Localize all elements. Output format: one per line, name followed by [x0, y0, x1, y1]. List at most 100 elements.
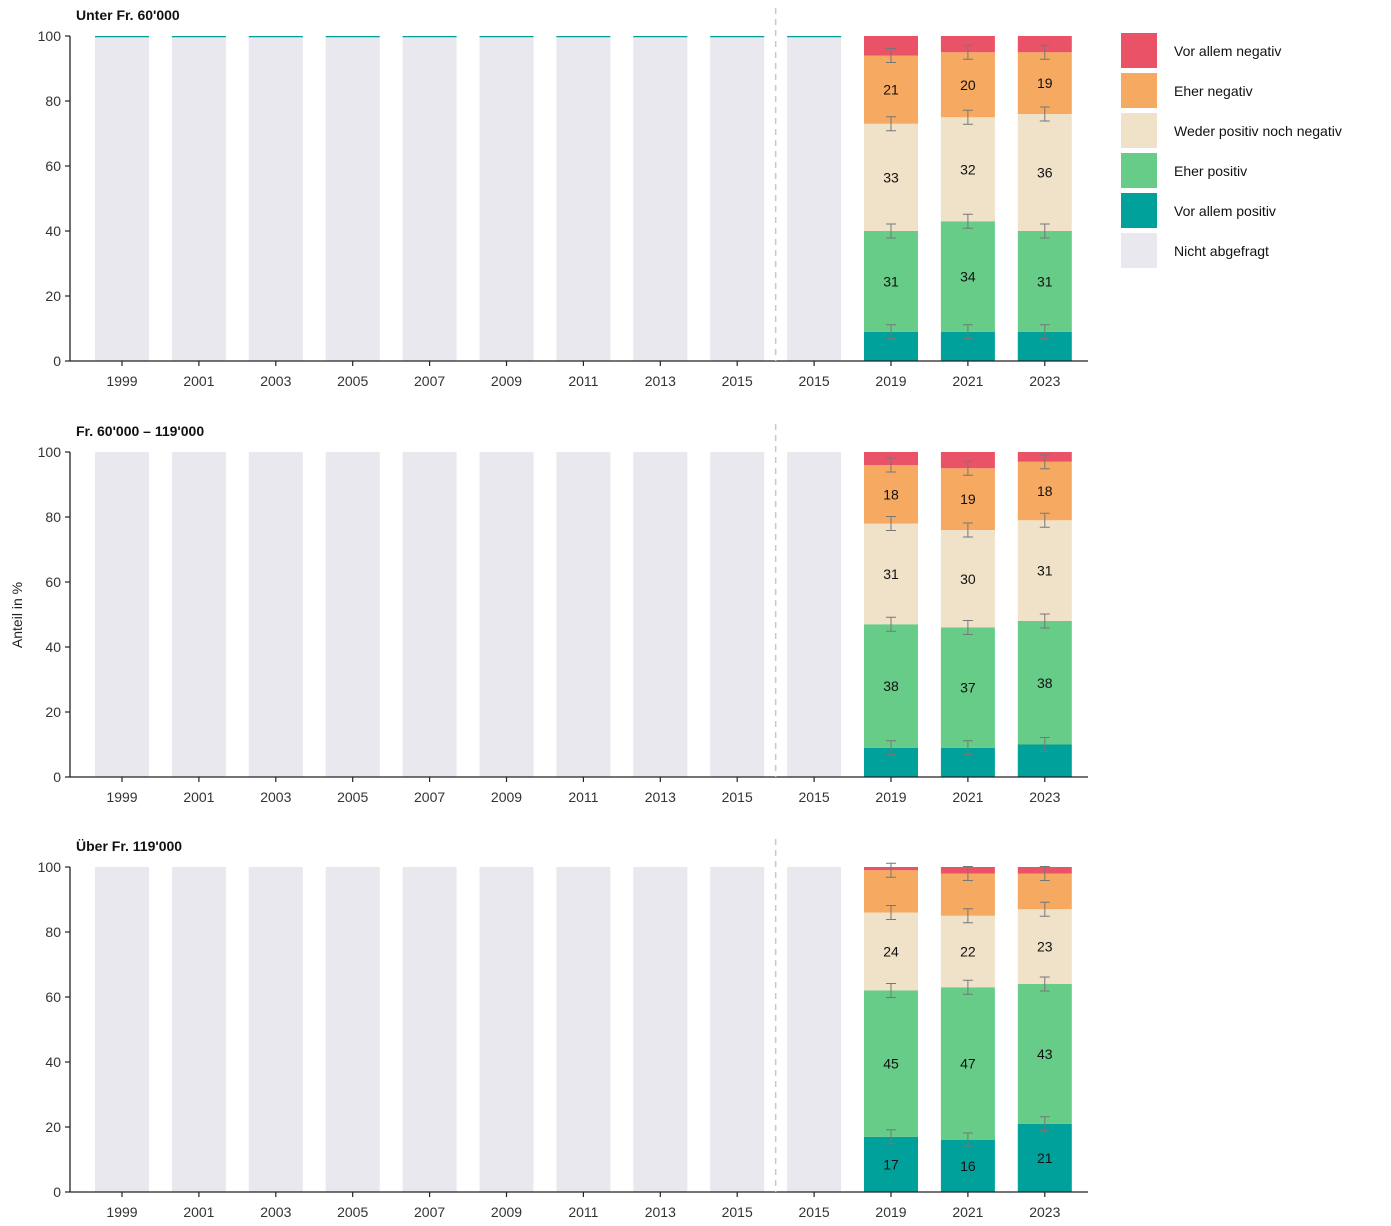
y-tick-label: 100: [38, 28, 62, 44]
x-tick-label: 2015: [799, 373, 830, 389]
x-tick-label: 2005: [337, 373, 368, 389]
legend-swatch-nicht-abgefragt: [1121, 233, 1157, 268]
data-label: 24: [883, 944, 899, 960]
bar-not-asked: [171, 452, 226, 777]
bar-segment-weder: [940, 117, 995, 222]
y-axis-label: Anteil in %: [9, 582, 25, 648]
bar-not-asked: [248, 36, 303, 361]
bar-not-asked: [325, 867, 380, 1192]
data-label: 17: [883, 1156, 899, 1172]
data-label: 19: [1037, 75, 1053, 91]
data-label: 43: [1037, 1046, 1053, 1062]
data-label: 36: [1037, 165, 1053, 181]
y-tick-label: 40: [45, 223, 61, 239]
bar-not-asked: [325, 452, 380, 777]
y-tick-label: 60: [45, 158, 61, 174]
bar-segment-vor-allem-positiv: [1017, 1123, 1072, 1192]
bar-segment-vor-allem-negativ: [940, 36, 995, 53]
data-label: 22: [960, 944, 976, 960]
data-label: 18: [1037, 483, 1053, 499]
bar-not-asked: [171, 867, 226, 1192]
x-tick-label: 2023: [1029, 789, 1060, 805]
y-tick-label: 20: [45, 704, 61, 720]
bar-not-asked: [95, 867, 149, 1192]
bar-not-asked: [787, 867, 842, 1192]
x-tick-label: 2015: [722, 1204, 753, 1220]
x-tick-label: 2003: [260, 1204, 291, 1220]
bar-not-asked: [325, 36, 380, 361]
y-tick-label: 100: [38, 859, 62, 875]
data-label: 37: [960, 680, 976, 696]
bar-not-asked: [402, 452, 457, 777]
bar-not-asked: [633, 36, 688, 361]
bar-segment-eher-positiv: [940, 627, 995, 748]
x-tick-label: 2007: [414, 1204, 445, 1220]
bar-segment-eher-negativ: [1017, 52, 1072, 114]
data-label: 20: [960, 77, 976, 93]
bar-segment-vor-allem-positiv: [864, 1136, 918, 1192]
panel-1: Unter Fr. 60'000 0 20 40 60 80 100 1999 2001 2003…: [38, 7, 1088, 389]
y-tick-label: 80: [45, 509, 61, 525]
bar-not-asked: [556, 36, 611, 361]
x-tick-label: 2011: [568, 789, 598, 805]
bar-not-asked: [633, 452, 688, 777]
x-tick-label: 1999: [106, 789, 137, 805]
bar-not-asked: [710, 36, 765, 361]
bar-not-asked: [171, 36, 226, 361]
bar-segment-weder: [940, 915, 995, 988]
x-tick-label: 2013: [645, 789, 676, 805]
bar-not-asked: [95, 452, 149, 777]
bar-not-asked: [710, 867, 765, 1192]
data-label: 31: [1037, 273, 1053, 289]
bar-not-asked: [95, 36, 149, 361]
x-tick-label: 2005: [337, 789, 368, 805]
y-tick-label: 0: [53, 769, 61, 785]
x-tick-label: 2015: [722, 373, 753, 389]
panel-3: Über Fr. 119'000 0 20 40 60 80 100 1999 2001 2003…: [38, 838, 1088, 1220]
bar-not-asked: [479, 452, 534, 777]
bar-segment-vor-allem-negativ: [940, 452, 995, 469]
data-label: 18: [883, 486, 899, 502]
x-tick-label: 2023: [1029, 373, 1060, 389]
bar-segment-eher-positiv: [1017, 621, 1072, 745]
legend-swatch-weder: [1121, 113, 1157, 148]
bar-not-asked: [402, 36, 457, 361]
y-tick-label: 100: [38, 444, 62, 460]
bar-segment-eher-positiv: [864, 990, 918, 1137]
panel-2: Fr. 60'000 – 119'000 0 20 40 60 80 100 1999 2001…: [38, 423, 1088, 805]
x-tick-label: 2013: [645, 373, 676, 389]
bar-not-asked: [479, 36, 534, 361]
legend-label: Eher negativ: [1174, 83, 1253, 99]
bar-not-asked: [556, 867, 611, 1192]
y-tick-label: 60: [45, 989, 61, 1005]
data-label: 31: [883, 566, 899, 582]
bar-segment-weder: [1017, 520, 1072, 621]
bar-not-asked: [710, 452, 765, 777]
legend-label: Nicht abgefragt: [1174, 243, 1269, 259]
legend-swatch-eher-positiv: [1121, 153, 1157, 188]
bar-segment-weder: [864, 123, 918, 231]
x-tick-label: 1999: [106, 373, 137, 389]
legend-label: Weder positiv noch negativ: [1174, 123, 1342, 139]
data-label: 30: [960, 571, 976, 587]
legend-label: Vor allem positiv: [1174, 203, 1276, 219]
bar-segment-eher-negativ: [940, 468, 995, 530]
panel-title: Über Fr. 119'000: [76, 838, 182, 854]
y-tick-label: 40: [45, 1054, 61, 1070]
y-tick-label: 20: [45, 288, 61, 304]
x-tick-label: 2023: [1029, 1204, 1060, 1220]
x-tick-label: 2013: [645, 1204, 676, 1220]
x-tick-label: 2005: [337, 1204, 368, 1220]
x-tick-label: 2021: [952, 1204, 983, 1220]
data-label: 47: [960, 1056, 976, 1072]
y-tick-label: 20: [45, 1119, 61, 1135]
bar-segment-eher-positiv: [864, 624, 918, 748]
x-tick-label: 2021: [952, 373, 983, 389]
bar-not-asked: [787, 452, 842, 777]
bar-segment-vor-allem-positiv: [940, 1140, 995, 1192]
legend-label: Eher positiv: [1174, 163, 1247, 179]
x-tick-label: 2015: [722, 789, 753, 805]
x-tick-label: 2007: [414, 789, 445, 805]
x-tick-label: 2019: [875, 789, 906, 805]
y-tick-label: 80: [45, 924, 61, 940]
